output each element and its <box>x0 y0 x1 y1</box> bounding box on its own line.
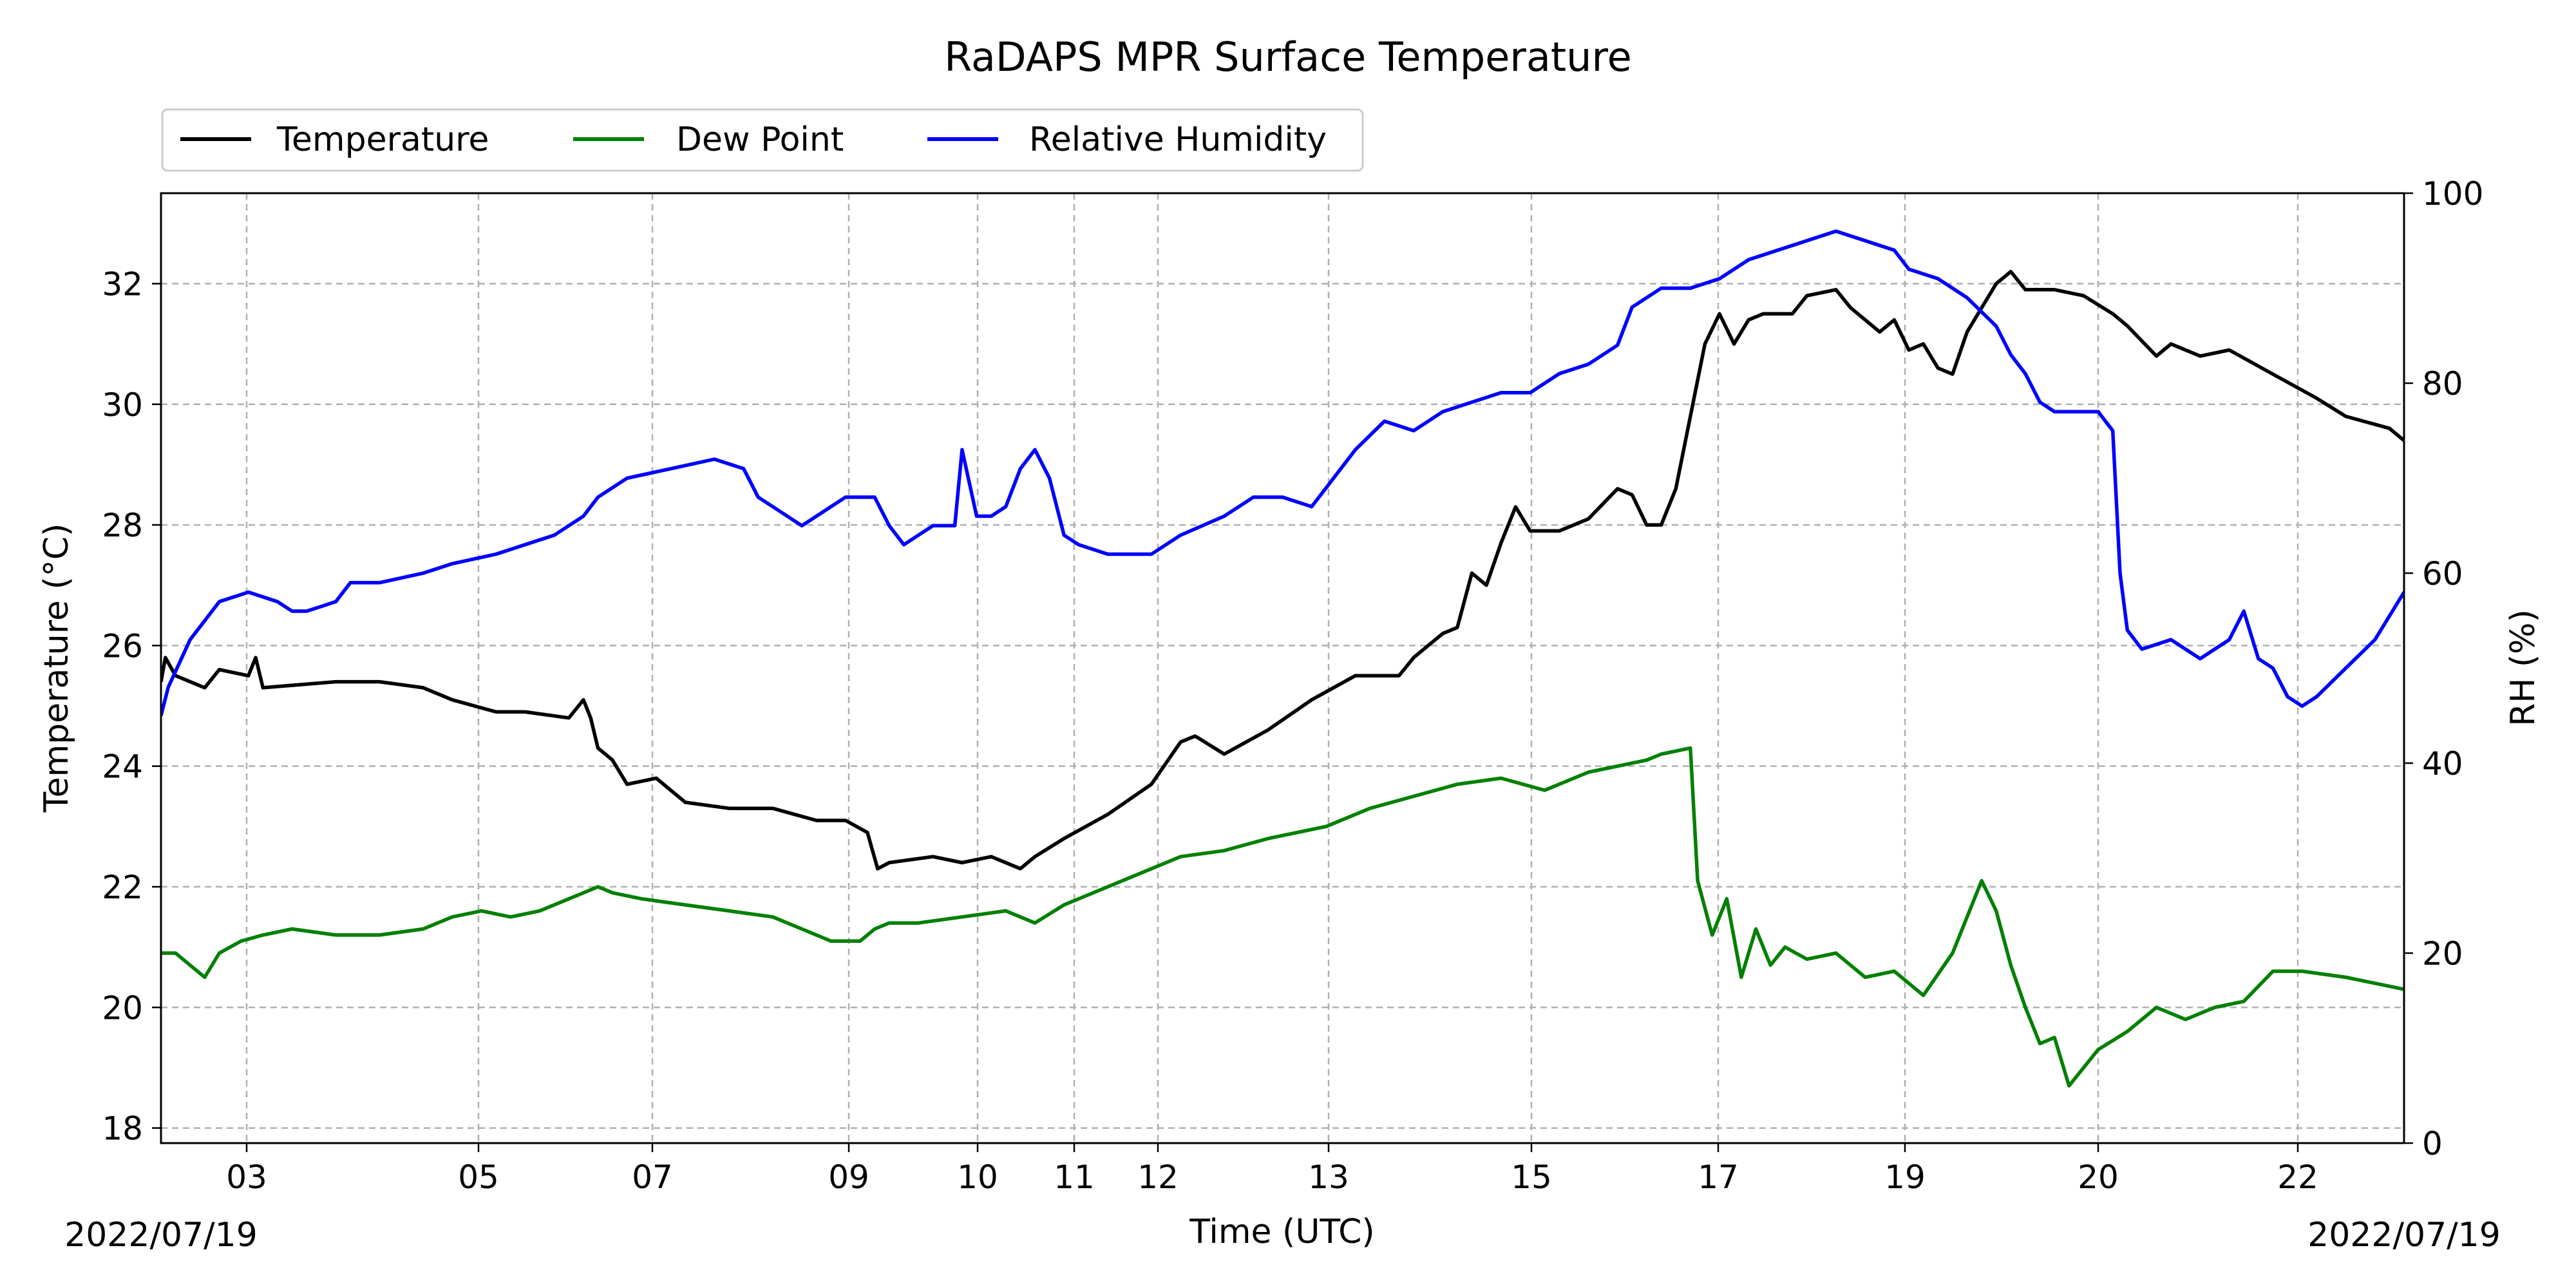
y-left-tick-label: 30 <box>102 386 143 424</box>
y-right-tick-label: 40 <box>2422 745 2463 782</box>
x-tick-label: 05 <box>458 1159 499 1196</box>
legend-label-dew-point: Dew Point <box>676 120 844 159</box>
y-axis-right-label: RH (%) <box>2504 609 2543 726</box>
y-left-tick-label: 32 <box>102 265 143 303</box>
axis-layer: 03 05 07 09 10 11 12 13 15 17 19 20 22 18 20 22 24 26 28 30… <box>102 175 2483 1196</box>
x-tick-label: 13 <box>1308 1159 1349 1196</box>
relative-humidity-line <box>161 229 2404 716</box>
date-end-label: 2022/07/19 <box>2307 1216 2501 1255</box>
x-tick-label: 22 <box>2277 1159 2318 1196</box>
legend-label-relative-humidity: Relative Humidity <box>1029 120 1327 159</box>
y-axis-left-label: Temperature (°C) <box>37 524 76 813</box>
y-right-tick-label: 0 <box>2422 1125 2443 1162</box>
plot-frame <box>160 192 2405 1144</box>
y-right-tick-label: 80 <box>2422 365 2463 402</box>
y-left-tick-label: 22 <box>102 869 143 906</box>
y-left-tick-label: 26 <box>102 627 143 665</box>
x-tick-label: 03 <box>226 1159 267 1196</box>
dew-point-line <box>161 746 2404 1088</box>
x-axis-label: Time (UTC) <box>1189 1213 1374 1251</box>
temperature-line <box>161 269 2404 871</box>
legend: Temperature Dew Point Relative Humidity <box>161 108 1364 172</box>
y-right-tick-label: 60 <box>2422 555 2463 592</box>
x-tick-label: 17 <box>1698 1159 1739 1196</box>
x-tick-label: 07 <box>632 1159 673 1196</box>
x-tick-label: 09 <box>828 1159 869 1196</box>
y-left-tick-label: 24 <box>102 748 143 786</box>
x-tick-label: 11 <box>1054 1159 1095 1196</box>
x-tick-label: 10 <box>957 1159 998 1196</box>
grid-layer <box>161 193 2404 1143</box>
y-left-tick-label: 28 <box>102 507 143 544</box>
y-left-tick-label: 20 <box>102 989 143 1027</box>
x-tick-label: 20 <box>2078 1159 2119 1196</box>
x-tick-label: 12 <box>1137 1159 1179 1196</box>
y-left-tick-label: 18 <box>102 1110 143 1148</box>
date-start-label: 2022/07/19 <box>64 1216 258 1255</box>
legend-box <box>161 108 1364 172</box>
legend-label-temperature: Temperature <box>276 120 489 159</box>
y-right-tick-label: 100 <box>2422 175 2483 213</box>
y-right-tick-label: 20 <box>2422 935 2463 972</box>
series-layer <box>161 229 2404 1088</box>
x-tick-label: 15 <box>1511 1159 1552 1196</box>
x-tick-label: 19 <box>1884 1159 1926 1196</box>
chart-title: RaDAPS MPR Surface Temperature <box>944 33 1632 80</box>
